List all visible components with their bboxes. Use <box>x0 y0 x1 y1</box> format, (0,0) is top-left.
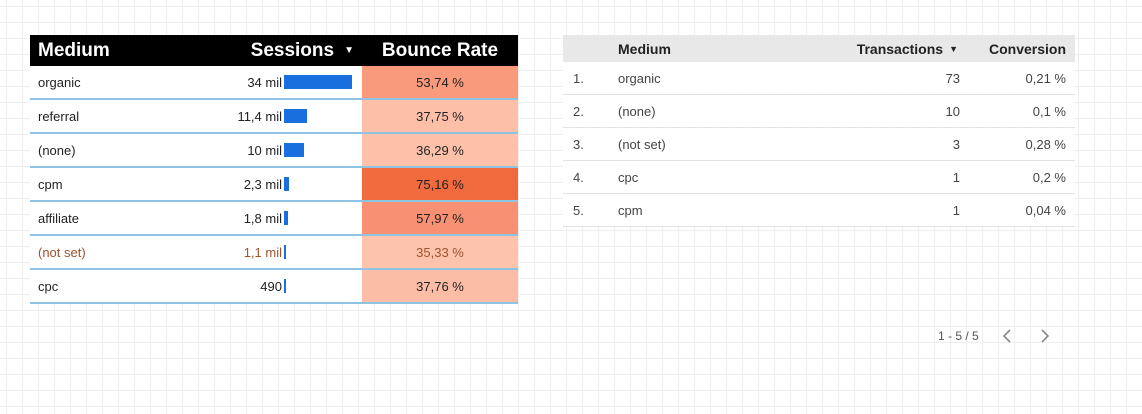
cell-transactions: 10 <box>945 103 960 119</box>
cell-index: 5. <box>573 202 584 218</box>
sessions-value: 2,3 mil <box>243 176 282 192</box>
cell-medium: cpm <box>618 202 643 218</box>
cell-medium: cpc <box>618 169 639 185</box>
cell-bounce-rate: 37,75 % <box>362 100 518 132</box>
transactions-table-body: 1. organic 73 0,21 % 2. (none) 10 0,1 % 3. (not s… <box>563 62 1075 227</box>
cell-conversion: 0,2 % <box>1032 169 1066 185</box>
sessions-bar-track <box>284 245 362 259</box>
cell-medium: (not set) <box>618 136 666 152</box>
cell-medium: (none) <box>618 103 656 119</box>
sessions-bar-track <box>284 143 362 157</box>
cell-medium: affiliate <box>38 210 79 226</box>
sessions-value: 1,1 mil <box>243 244 282 260</box>
sessions-table-header: Medium Sessions ▼ Bounce Rate <box>30 35 518 66</box>
transactions-table-header: Medium Transactions ▼ Conversion <box>563 35 1075 62</box>
sessions-bar <box>284 75 352 89</box>
sessions-value: 1,8 mil <box>243 210 282 226</box>
chevron-left-icon <box>1002 329 1011 343</box>
cell-sessions: 490 <box>200 270 362 302</box>
table-row[interactable]: organic 34 mil 53,74 % <box>30 66 518 100</box>
sessions-value: 34 mil <box>247 74 282 90</box>
cell-transactions: 1 <box>952 169 960 185</box>
cell-medium: referral <box>38 108 80 124</box>
cell-medium: organic <box>38 74 81 90</box>
sessions-value: 11,4 mil <box>237 108 282 124</box>
table-row[interactable]: 5. cpm 1 0,04 % <box>563 194 1075 227</box>
cell-conversion: 0,1 % <box>1032 103 1066 119</box>
sort-desc-icon: ▼ <box>344 45 354 56</box>
col-header-sessions[interactable]: Sessions ▼ <box>200 40 362 62</box>
cell-bounce-rate: 53,74 % <box>362 66 518 98</box>
pagination: 1 - 5 / 5 <box>938 326 1055 346</box>
col-header-conversion[interactable]: Conversion <box>988 40 1066 57</box>
chevron-right-icon <box>1041 329 1049 343</box>
next-page-button[interactable] <box>1035 326 1055 346</box>
col-header-sessions-label: Sessions <box>250 39 335 61</box>
cell-bounce-rate: 35,33 % <box>362 236 518 268</box>
cell-index: 1. <box>573 70 584 86</box>
cell-index: 4. <box>573 169 584 185</box>
sessions-bar <box>284 211 288 225</box>
sessions-bar <box>284 177 289 191</box>
sessions-bar <box>284 279 286 293</box>
col-header-transactions[interactable]: Transactions ▼ <box>768 41 964 57</box>
cell-index: 2. <box>573 103 584 119</box>
cell-medium: cpc <box>38 278 59 294</box>
sessions-bar-track <box>284 177 362 191</box>
cell-index: 3. <box>573 136 584 152</box>
transactions-table: Medium Transactions ▼ Conversion 1. organ… <box>563 35 1075 227</box>
prev-page-button[interactable] <box>997 326 1017 346</box>
col-header-bounce-rate[interactable]: Bounce Rate <box>381 39 499 61</box>
cell-bounce-rate: 36,29 % <box>362 134 518 166</box>
cell-medium: organic <box>618 70 661 86</box>
table-row[interactable]: 2. (none) 10 0,1 % <box>563 95 1075 128</box>
table-row[interactable]: (none) 10 mil 36,29 % <box>30 134 518 168</box>
col-header-transactions-label: Transactions <box>856 40 944 57</box>
table-row[interactable]: 3. (not set) 3 0,28 % <box>563 128 1075 161</box>
cell-conversion: 0,28 % <box>1025 136 1066 152</box>
cell-bounce-rate: 57,97 % <box>362 202 518 234</box>
table-row[interactable]: cpc 490 37,76 % <box>30 270 518 304</box>
cell-bounce-rate: 75,16 % <box>362 168 518 200</box>
cell-sessions: 2,3 mil <box>200 168 362 200</box>
cell-medium: (not set) <box>38 244 86 260</box>
sessions-bar <box>284 245 286 259</box>
col-header-medium[interactable]: Medium <box>38 39 110 61</box>
cell-conversion: 0,21 % <box>1025 70 1066 86</box>
cell-sessions: 11,4 mil <box>200 100 362 132</box>
cell-bounce-rate: 37,76 % <box>362 270 518 302</box>
sessions-table-body: organic 34 mil 53,74 % referral 11,4 mil 37,7… <box>30 66 518 304</box>
cell-sessions: 10 mil <box>200 134 362 166</box>
sessions-bar-track <box>284 279 362 293</box>
table-row[interactable]: referral 11,4 mil 37,75 % <box>30 100 518 134</box>
cell-transactions: 73 <box>945 70 960 86</box>
cell-medium: cpm <box>38 176 63 192</box>
cell-sessions: 1,8 mil <box>200 202 362 234</box>
cell-sessions: 1,1 mil <box>200 236 362 268</box>
sessions-bar-track <box>284 75 362 89</box>
sessions-bar-track <box>284 211 362 225</box>
col-header-medium[interactable]: Medium <box>618 40 671 57</box>
sessions-value: 10 mil <box>247 142 282 158</box>
sessions-bar <box>284 109 307 123</box>
cell-transactions: 3 <box>952 136 960 152</box>
cell-transactions: 1 <box>952 202 960 218</box>
cell-conversion: 0,04 % <box>1025 202 1066 218</box>
cell-medium: (none) <box>38 142 76 158</box>
pagination-label: 1 - 5 / 5 <box>938 329 979 343</box>
cell-sessions: 34 mil <box>200 66 362 98</box>
table-row[interactable]: 4. cpc 1 0,2 % <box>563 161 1075 194</box>
table-row[interactable]: 1. organic 73 0,21 % <box>563 62 1075 95</box>
table-row[interactable]: (not set) 1,1 mil 35,33 % <box>30 236 518 270</box>
sessions-bar <box>284 143 304 157</box>
sessions-bar-track <box>284 109 362 123</box>
sessions-table: Medium Sessions ▼ Bounce Rate organic 34 … <box>30 35 518 304</box>
sessions-value: 490 <box>260 278 282 294</box>
table-row[interactable]: cpm 2,3 mil 75,16 % <box>30 168 518 202</box>
sort-desc-icon: ▼ <box>949 43 958 54</box>
table-row[interactable]: affiliate 1,8 mil 57,97 % <box>30 202 518 236</box>
